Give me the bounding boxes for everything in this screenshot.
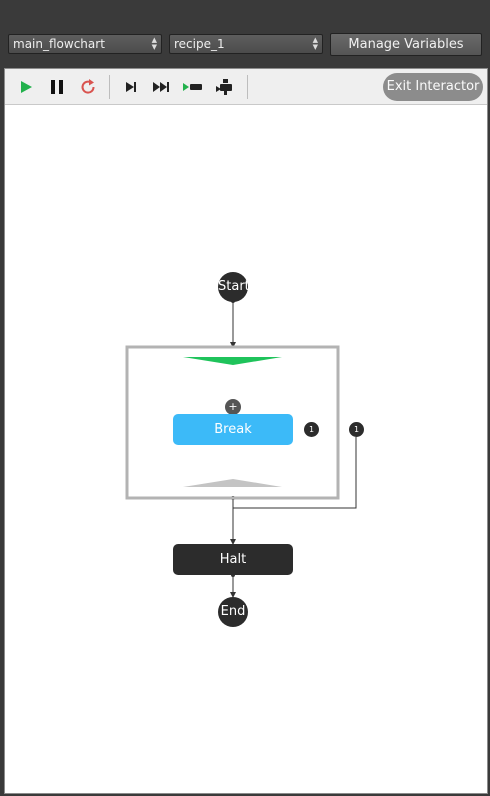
loop-top-marker bbox=[183, 357, 282, 365]
fast-forward-icon bbox=[153, 82, 169, 92]
loop-badge: 1 bbox=[349, 422, 364, 437]
step-into-icon bbox=[183, 83, 202, 91]
start-node[interactable]: Start bbox=[218, 272, 250, 302]
manage-variables-button[interactable]: Manage Variables bbox=[330, 33, 482, 56]
step-out-button[interactable] bbox=[215, 77, 237, 97]
recipe-select[interactable]: recipe_1 ▲ ▼ bbox=[169, 34, 323, 54]
debug-toolbar: Exit Interactor bbox=[5, 69, 487, 105]
toolbar-separator bbox=[109, 75, 110, 99]
top-bar: main_flowchart ▲ ▼ recipe_1 ▲ ▼ Manage Var… bbox=[0, 0, 490, 68]
loop-bottom-marker bbox=[183, 479, 282, 487]
step-out-icon bbox=[216, 79, 232, 95]
play-button[interactable] bbox=[15, 77, 37, 97]
exit-interactor-button[interactable]: Exit Interactor bbox=[383, 73, 483, 101]
interactor-panel: Exit Interactor Start + Break 1 1 Halt bbox=[4, 68, 488, 794]
add-step-icon[interactable]: + bbox=[225, 399, 241, 415]
play-icon bbox=[21, 81, 32, 93]
connector-break-exit bbox=[233, 437, 357, 509]
toolbar-separator bbox=[247, 75, 248, 99]
pause-icon bbox=[51, 80, 63, 94]
select-arrows-icon: ▲ ▼ bbox=[312, 36, 318, 51]
fast-forward-button[interactable] bbox=[151, 77, 173, 97]
step-into-button[interactable] bbox=[182, 77, 204, 97]
loop-container[interactable] bbox=[125, 345, 340, 500]
step-button[interactable] bbox=[120, 77, 142, 97]
end-node[interactable]: End bbox=[218, 597, 248, 627]
flowchart-connectors bbox=[125, 299, 357, 598]
select-arrows-icon: ▲ ▼ bbox=[151, 36, 157, 51]
break-block[interactable]: Break bbox=[173, 414, 293, 445]
step-icon bbox=[126, 82, 136, 92]
restart-icon bbox=[81, 79, 95, 94]
flowchart-select-value: main_flowchart bbox=[13, 37, 105, 51]
pause-button[interactable] bbox=[46, 77, 68, 97]
flowchart-canvas: Start + Break 1 1 Halt End bbox=[5, 105, 487, 793]
halt-block[interactable]: Halt bbox=[173, 544, 293, 575]
flowchart-select[interactable]: main_flowchart ▲ ▼ bbox=[8, 34, 162, 54]
restart-button[interactable] bbox=[77, 77, 99, 97]
recipe-select-value: recipe_1 bbox=[174, 37, 225, 51]
break-badge: 1 bbox=[304, 422, 319, 437]
